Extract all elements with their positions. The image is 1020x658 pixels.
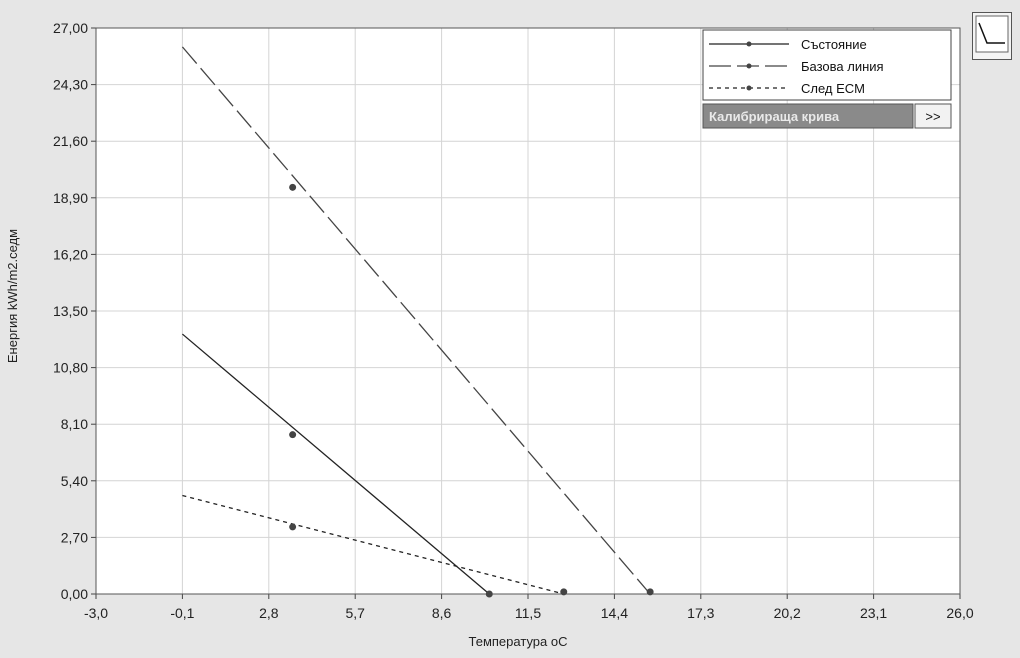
line-chart-icon [975,15,1009,53]
x-axis-label: Температура oC [469,634,568,649]
x-tick-label: 5,7 [345,605,365,621]
y-tick-label: 8,10 [61,416,88,432]
series-line-1 [181,333,490,595]
legend-label: Базова линия [801,59,884,74]
y-tick-label: 13,50 [53,303,88,319]
y-tick-label: 0,00 [61,586,88,602]
y-axis-label: Енергия kWh/m2.седм [5,229,20,363]
data-point [646,588,654,596]
calibration-curve-button[interactable] [702,103,914,129]
x-tick-label: 11,5 [515,605,541,621]
y-tick-label: 2,70 [61,529,88,545]
expand-legend-button[interactable] [914,103,952,129]
x-tick-label: 20,2 [774,605,801,621]
legend-marker [746,41,752,47]
x-tick-label: -3,0 [84,605,108,621]
x-tick-label: 17,3 [687,605,714,621]
plot-border [95,27,961,595]
calibration-curve-label: Калибрираща крива [709,109,840,124]
series-line-2 [181,46,651,595]
y-tick-label: 21,60 [53,133,88,149]
y-tick-label: 27,00 [53,20,88,36]
data-point [289,431,297,439]
data-point [485,590,493,598]
data-point [289,183,297,191]
y-tick-label: 24,30 [53,77,88,93]
legend-label: След ECM [801,81,865,96]
y-tick-label: 16,20 [53,246,88,262]
x-tick-label: 14,4 [601,605,628,621]
x-tick-label: 8,6 [432,605,452,621]
y-tick-label: 10,80 [53,360,88,376]
data-point [289,523,297,531]
chart-type-button[interactable] [972,12,1012,60]
series-line-3 [182,494,564,595]
data-point [560,588,568,596]
x-tick-label: 26,0 [946,605,973,621]
x-tick-label: -0,1 [170,605,194,621]
legend-label: Състояние [801,37,867,52]
y-tick-label: 18,90 [53,190,88,206]
legend-marker [746,85,752,91]
x-tick-label: 23,1 [860,605,887,621]
x-tick-label: 2,8 [259,605,279,621]
legend-marker [746,63,752,69]
y-tick-label: 5,40 [61,473,88,489]
expand-legend-label: >> [925,109,940,124]
